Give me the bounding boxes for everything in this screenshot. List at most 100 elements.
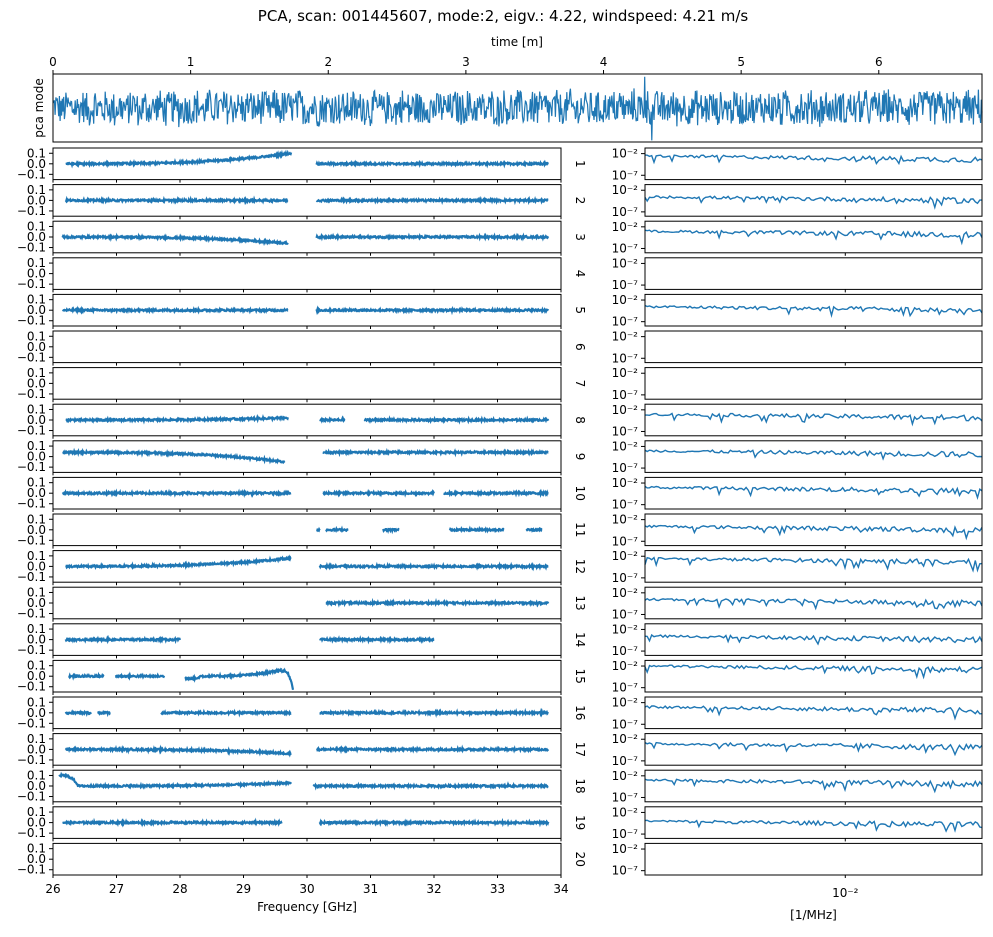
spectrum-panel-6: 10⁻² 10⁻⁷	[612, 330, 983, 366]
freq-ytick-label: 0.1	[27, 768, 46, 782]
frequency-segment	[64, 709, 92, 717]
freq-ytick-label: 0.0	[27, 413, 46, 427]
spectrum-panel-4: 10⁻² 10⁻⁷	[612, 256, 983, 293]
spectrum-ytick-label: 10⁻²	[612, 659, 639, 673]
spectrum-ytick-label: 10⁻⁷	[612, 607, 639, 621]
spectrum-panel-16: 10⁻² 10⁻⁷	[612, 696, 983, 732]
spectrum-panel-frame	[644, 513, 983, 547]
time-tick-label: 6	[875, 55, 883, 69]
time-tick-label: 1	[187, 55, 195, 69]
spectrum-ytick-label: 10⁻⁷	[612, 717, 639, 731]
frequency-panel-10: 0.10.0−0.1 10	[17, 476, 587, 512]
frequency-segment	[325, 597, 550, 608]
frequency-segment	[319, 635, 435, 645]
freq-ytick-label: 0.0	[27, 486, 46, 500]
frequency-panel-18: 0.10.0−0.1 18	[17, 768, 587, 805]
freq-ytick-label: −0.1	[17, 167, 46, 181]
spectrum-ytick-label: 10⁻⁷	[612, 315, 639, 329]
freq-ytick-label: 0.1	[27, 219, 46, 233]
frequency-axis-label: Frequency [GHz]	[257, 900, 357, 914]
freq-ytick-label: −0.1	[17, 314, 46, 328]
time-tick-label: 3	[462, 55, 470, 69]
frequency-panel-frame	[52, 403, 562, 437]
spectrum-panel-frame	[644, 367, 983, 400]
frequency-panel-frame	[52, 806, 562, 839]
spectrum-line	[644, 556, 983, 573]
spectrum-line	[644, 304, 983, 319]
frequency-segment	[319, 415, 346, 424]
frequency-panel-frame	[52, 220, 562, 254]
spectrum-ytick-label: 10⁻⁷	[612, 827, 639, 841]
frequency-panel-3: 0.10.0−0.1 3	[17, 219, 587, 256]
spectrum-panel-frame	[644, 550, 983, 583]
freq-ytick-label: 0.1	[27, 256, 46, 270]
spectrum-ytick-label: 10⁻²	[612, 476, 639, 490]
frequency-segment	[65, 413, 289, 425]
freq-ytick-label: 0.1	[27, 183, 46, 197]
frequency-segment	[325, 525, 349, 534]
time-tick-label: 4	[600, 55, 608, 69]
time-series-panel: time [m] 0 1 2 3 4 5 6 pca mode	[32, 35, 983, 143]
freq-ytick-label: 0.0	[27, 157, 46, 171]
panel-number-label: 5	[573, 306, 587, 314]
frequency-panel-frame	[52, 367, 562, 400]
frequency-segment	[64, 744, 292, 758]
bottom-axes: 26 27 28 29 30 31 32 33 34 Frequency [GHz] 10⁻² [1/…	[45, 882, 858, 922]
frequency-panel-frame	[52, 550, 562, 583]
frequency-tick-label: 29	[236, 882, 251, 896]
freq-ytick-label: 0.1	[27, 439, 46, 453]
frequency-panel-6: 0.10.0−0.1 6	[17, 329, 587, 366]
frequency-tick-label: 31	[363, 882, 378, 896]
frequency-segment	[68, 671, 105, 681]
freq-ytick-label: −0.1	[17, 387, 46, 401]
spectrum-panel-frame	[644, 293, 983, 327]
spectrum-ytick-label: 10⁻²	[612, 439, 639, 453]
freq-ytick-label: 0.0	[27, 669, 46, 683]
frequency-panel-1: 0.10.0−0.1 1	[17, 146, 587, 183]
freq-ytick-label: −0.1	[17, 643, 46, 657]
frequency-panel-frame	[52, 842, 562, 876]
freq-ytick-label: −0.1	[17, 607, 46, 621]
spectrum-panel-1: 10⁻² 10⁻⁷	[612, 147, 983, 183]
frequency-segment	[448, 525, 505, 534]
panel-number-label: 11	[573, 522, 587, 537]
freq-ytick-label: 0.0	[27, 340, 46, 354]
frequency-segment	[198, 667, 283, 681]
spectrum-ytick-label: 10⁻⁷	[612, 278, 639, 292]
freq-ytick-label: 0.1	[27, 366, 46, 380]
frequency-segment	[315, 305, 550, 316]
frequency-segment	[312, 780, 549, 791]
spectrum-panel-20: 10⁻² 10⁻⁷	[612, 842, 983, 878]
freq-ytick-label: −0.1	[17, 460, 46, 474]
frequency-segment	[77, 779, 293, 790]
freq-ytick-label: −0.1	[17, 570, 46, 584]
frequency-panel-frame	[52, 257, 562, 290]
freq-ytick-label: −0.1	[17, 277, 46, 291]
frequency-panel-17: 0.10.0−0.1 17	[17, 732, 587, 769]
frequency-panel-frame	[52, 440, 562, 473]
spectrum-panel-15: 10⁻² 10⁻⁷	[612, 659, 983, 695]
spectrum-axis-label: [1/MHz]	[790, 908, 837, 922]
freq-ytick-label: 0.0	[27, 742, 46, 756]
spectrum-ytick-label: 10⁻²	[612, 256, 639, 270]
freq-ytick-label: 0.0	[27, 779, 46, 793]
spectrum-ytick-label: 10⁻²	[612, 842, 639, 856]
frequency-panel-frame	[52, 293, 562, 327]
spectrum-line	[644, 524, 983, 541]
spectrum-panel-frame	[644, 696, 983, 730]
panel-number-label: 2	[573, 197, 587, 205]
freq-ytick-label: 0.0	[27, 706, 46, 720]
spectrum-ytick-label: 10⁻⁷	[612, 168, 639, 182]
frequency-tick-label: 28	[172, 882, 187, 896]
freq-ytick-label: 0.1	[27, 476, 46, 490]
panel-number-label: 20	[573, 852, 587, 867]
freq-ytick-label: 0.0	[27, 596, 46, 610]
spectrum-panel-10: 10⁻² 10⁻⁷	[612, 476, 983, 512]
panel-number-label: 17	[573, 742, 587, 757]
frequency-panel-4: 0.10.0−0.1 4	[17, 256, 587, 293]
spectrum-line	[644, 664, 983, 680]
frequency-segment	[319, 707, 549, 718]
freq-ytick-label: 0.0	[27, 450, 46, 464]
frequency-tick-label: 30	[299, 882, 314, 896]
panel-number-label: 6	[573, 343, 587, 351]
